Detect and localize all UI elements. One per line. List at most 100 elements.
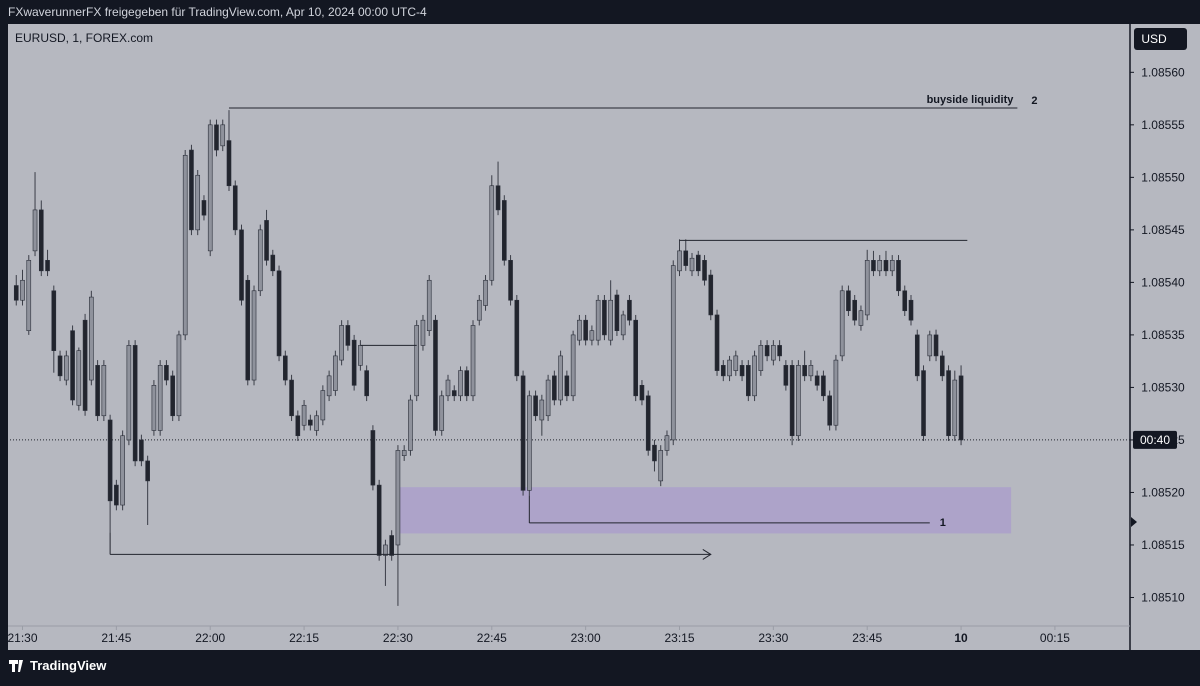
candle-body	[833, 359, 839, 426]
candle-body	[383, 544, 388, 556]
candle	[533, 390, 538, 422]
candle-body	[326, 375, 332, 397]
candle	[714, 309, 720, 376]
candle-body	[739, 365, 745, 377]
candle	[827, 390, 832, 431]
candle	[846, 285, 851, 316]
level-tag: 1	[940, 517, 946, 529]
candle	[808, 360, 814, 382]
candle-body	[946, 370, 951, 437]
candle	[902, 285, 908, 316]
candle	[627, 294, 632, 326]
candle-body	[283, 355, 288, 381]
x-tick-label: 22:15	[289, 631, 319, 645]
candle-body	[489, 185, 495, 281]
candle-body	[689, 257, 695, 272]
candle-body	[151, 385, 157, 431]
candle	[783, 360, 789, 391]
candle	[351, 334, 357, 391]
candle	[445, 374, 451, 402]
candle	[364, 365, 369, 402]
candle	[264, 209, 269, 266]
candle	[508, 255, 513, 306]
candle-body	[777, 345, 782, 357]
candle-body	[577, 319, 582, 341]
footer-logo[interactable]: TradingView	[9, 658, 107, 673]
candle	[408, 394, 413, 456]
candle	[245, 275, 251, 386]
x-tick-label: 21:45	[101, 631, 131, 645]
candle-body	[408, 399, 413, 451]
candle	[51, 285, 57, 373]
y-tick-label: 1.08540	[1141, 275, 1185, 289]
y-tick-label: 1.08545	[1141, 223, 1185, 237]
candle-body	[51, 290, 57, 351]
candle	[864, 249, 870, 321]
candle-body	[182, 154, 188, 336]
footer-brand[interactable]: TradingView	[30, 658, 107, 673]
level-label: buyside liquidity	[927, 94, 1015, 106]
candle-body	[627, 299, 632, 321]
candle-body	[139, 439, 144, 462]
candle	[921, 365, 926, 441]
candle-body	[351, 339, 357, 386]
candle	[176, 330, 182, 422]
candle-body	[602, 299, 607, 336]
candle	[545, 374, 551, 422]
candle	[789, 360, 795, 446]
plot-area: buyside liquidity 2 1	[10, 94, 1130, 606]
candle	[201, 195, 207, 221]
candle-body	[802, 365, 807, 377]
candle-body	[339, 325, 344, 361]
candle-body	[164, 365, 169, 381]
candle	[82, 313, 88, 416]
candle-body	[201, 200, 207, 216]
candle	[314, 410, 319, 436]
candle-body	[896, 260, 901, 292]
candle	[414, 320, 420, 402]
candle	[189, 144, 194, 236]
candle-body	[126, 345, 132, 441]
candle-body	[495, 185, 501, 211]
candle	[702, 255, 707, 286]
candle-body	[958, 375, 964, 441]
candle	[13, 275, 19, 306]
candle	[720, 360, 726, 382]
candle	[883, 250, 889, 277]
candle-body	[952, 379, 958, 437]
candle	[946, 365, 951, 441]
candle	[602, 294, 607, 341]
y-tick-label: 1.08535	[1141, 328, 1185, 342]
logo-icon[interactable]	[9, 660, 23, 672]
currency-badge[interactable]	[1134, 28, 1187, 50]
candle-body	[189, 149, 194, 231]
candle	[746, 360, 751, 402]
candle	[871, 250, 876, 277]
candle	[270, 249, 276, 277]
candle	[933, 329, 939, 362]
candle-body	[783, 365, 789, 386]
price-badge	[1133, 430, 1177, 449]
currency-label[interactable]: USD	[1141, 32, 1167, 46]
candle-body	[264, 220, 269, 261]
candle-body	[883, 260, 889, 272]
candle-body	[871, 260, 876, 272]
candle	[451, 385, 457, 402]
candle	[151, 380, 157, 436]
y-tick-label: 1.08555	[1141, 118, 1185, 132]
candle-body	[652, 444, 657, 462]
candle-body	[527, 395, 532, 491]
candle	[164, 360, 169, 386]
candle	[308, 414, 313, 431]
candle	[939, 350, 945, 382]
candle-body	[333, 355, 338, 391]
candle-body	[414, 325, 420, 397]
candle-body	[827, 395, 832, 426]
candle	[295, 410, 301, 441]
candle-body	[358, 345, 363, 366]
candle	[120, 430, 125, 511]
candle	[564, 370, 570, 402]
candle-body	[846, 290, 851, 312]
